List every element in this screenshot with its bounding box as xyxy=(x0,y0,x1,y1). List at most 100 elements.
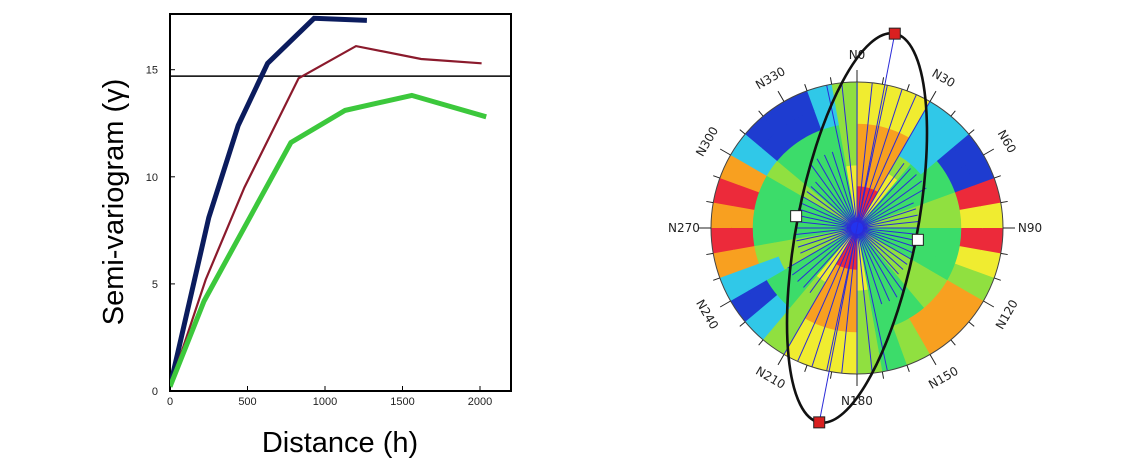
direction-label: N90 xyxy=(1018,221,1042,235)
direction-ray xyxy=(839,227,858,374)
direction-label: N270 xyxy=(668,221,700,235)
rose-cell xyxy=(920,160,949,187)
rose-cell xyxy=(792,267,817,293)
rose-cell xyxy=(765,269,794,296)
rose-tick xyxy=(713,175,720,179)
direction-ray xyxy=(856,227,911,260)
rose-cell xyxy=(760,131,791,161)
direction-ray xyxy=(856,227,891,374)
rose-tick-marks xyxy=(699,70,1015,386)
rose-tick xyxy=(758,339,764,346)
direction-ray xyxy=(856,89,938,229)
rose-cell xyxy=(792,163,818,188)
direction-ray xyxy=(856,214,918,229)
rose-cell xyxy=(888,155,912,181)
rose-tick xyxy=(1000,252,1008,256)
direction-ray xyxy=(791,227,858,374)
rose-cell xyxy=(758,174,786,200)
direction-ray xyxy=(807,227,858,374)
direction-label: N60 xyxy=(995,127,1019,155)
rose-cell xyxy=(731,227,755,250)
rose-cell xyxy=(830,351,857,374)
direction-label: N150 xyxy=(926,364,961,392)
rose-cell xyxy=(980,228,1003,255)
rose-cell xyxy=(729,289,762,323)
rose-tick xyxy=(929,354,937,366)
rose-cell xyxy=(762,100,796,133)
rose-cell xyxy=(959,228,983,251)
rose-cell xyxy=(772,227,796,243)
rose-cell xyxy=(923,295,954,325)
direction-ray xyxy=(824,154,858,229)
direction-ray xyxy=(856,227,890,302)
rose-cell xyxy=(733,184,760,210)
rose-cell xyxy=(870,306,893,332)
direction-ray xyxy=(795,221,858,229)
rose-tick xyxy=(739,321,746,327)
rose-cell xyxy=(849,248,857,271)
rose-tick xyxy=(719,300,731,308)
rose-tick xyxy=(881,371,885,379)
direction-ray xyxy=(797,208,858,229)
direction-ray xyxy=(856,168,911,229)
rose-tick xyxy=(706,200,714,204)
rose-tick xyxy=(994,175,1001,179)
rose-cell xyxy=(738,262,767,291)
direction-ray xyxy=(856,227,917,248)
y-axis-title: Semi-variogram (γ) xyxy=(98,79,130,326)
direction-ray xyxy=(809,227,858,294)
rose-cell xyxy=(789,291,816,319)
rose-cell xyxy=(920,269,948,296)
rose-cell xyxy=(834,330,857,354)
rose-cell xyxy=(752,209,775,228)
rose-cell xyxy=(924,131,954,162)
direction-ray xyxy=(795,227,858,235)
rose-tick xyxy=(950,110,956,117)
rose-tick xyxy=(994,277,1001,281)
direction-ray xyxy=(803,196,858,229)
direction-ray xyxy=(800,227,858,254)
rose-tick xyxy=(739,129,746,135)
rose-cell xyxy=(778,185,804,207)
direction-ray xyxy=(800,202,858,229)
rose-tick xyxy=(706,252,714,256)
rose-cell xyxy=(918,323,952,356)
direction-ray xyxy=(856,208,917,229)
rose-cell xyxy=(842,143,858,167)
rose-cell xyxy=(857,102,880,126)
rose-cell xyxy=(883,254,906,277)
direction-ray xyxy=(856,221,919,229)
rose-cell xyxy=(772,212,796,228)
direction-ray xyxy=(787,227,858,269)
direction-ray xyxy=(803,227,858,288)
direction-label: N330 xyxy=(753,64,788,92)
direction-ray xyxy=(856,227,898,298)
semivariogram-chart: 0 500 1000 1500 2000 0 5 10 15 Distance (h) Sem… xyxy=(98,13,512,459)
y-tick-label: 15 xyxy=(146,65,158,77)
rose-cell xyxy=(877,345,908,373)
direction-ray xyxy=(856,180,923,229)
rose-cell xyxy=(824,195,844,215)
direction-ray xyxy=(806,191,858,229)
direction-ray xyxy=(856,227,908,265)
direction-ray xyxy=(856,227,919,235)
x-tick-label: 1500 xyxy=(390,396,414,408)
rose-cell xyxy=(824,241,844,261)
direction-ray xyxy=(797,227,858,282)
direction-ray xyxy=(856,174,917,229)
y-tick-label: 5 xyxy=(152,279,158,291)
direction-ray xyxy=(856,227,918,242)
direction-ray xyxy=(797,227,858,248)
direction-ray xyxy=(831,151,858,229)
x-tick-label: 2000 xyxy=(468,396,492,408)
direction-ray xyxy=(839,82,858,229)
rose-cell xyxy=(758,255,785,281)
rose-cell xyxy=(918,213,942,229)
rose-cell xyxy=(952,133,985,167)
x-tick-label: 0 xyxy=(167,396,173,408)
rose-cell xyxy=(806,83,837,111)
rose-tick xyxy=(713,277,720,281)
direction-ray xyxy=(815,181,858,229)
rose-cell xyxy=(877,228,900,236)
